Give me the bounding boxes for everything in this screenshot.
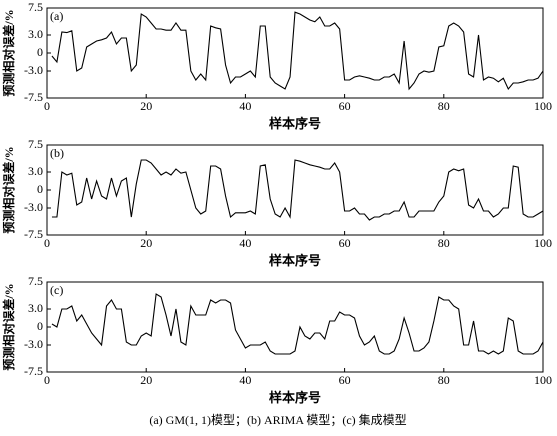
y-tick-label: -3.0 (24, 337, 43, 351)
y-tick-label: 0 (37, 45, 43, 59)
x-tick-label: 0 (44, 236, 50, 250)
x-axis-label: 样本序号 (269, 390, 321, 405)
x-axis-label: 样本序号 (269, 116, 321, 131)
x-tick-label: 60 (339, 373, 351, 387)
plot-frame (46, 281, 544, 373)
y-tick-label: 3.0 (28, 164, 43, 178)
x-tick-label: 60 (339, 99, 351, 113)
plot-frame (46, 144, 544, 236)
x-tick-label: 20 (140, 99, 152, 113)
panel-label: (b) (50, 146, 64, 160)
x-tick-label: 40 (239, 373, 251, 387)
y-tick-label: -7.5 (24, 227, 43, 241)
x-tick-label: 80 (438, 236, 450, 250)
x-tick-label: 40 (239, 99, 251, 113)
y-tick-label: -7.5 (24, 90, 43, 104)
plot-frame (46, 7, 544, 99)
y-tick-label: 7.5 (28, 274, 43, 288)
data-line (51, 11, 544, 91)
x-tick-label: 20 (140, 373, 152, 387)
x-axis-label: 样本序号 (269, 253, 321, 268)
x-tick-label: 100 (534, 236, 552, 250)
y-tick-label: 7.5 (28, 137, 43, 151)
x-tick-label: 80 (438, 373, 450, 387)
y-tick-label: 3.0 (28, 27, 43, 41)
data-line (51, 293, 544, 355)
y-tick-label: 0 (37, 182, 43, 196)
y-axis-label: 预测相对误差/% (1, 146, 16, 233)
caption: (a) GM(1, 1)模型；(b) ARIMA 模型；(c) 集成模型 (149, 412, 406, 427)
x-tick-label: 80 (438, 99, 450, 113)
panel-label: (a) (50, 9, 63, 23)
x-tick-label: 60 (339, 236, 351, 250)
data-line (51, 159, 544, 221)
panel-label: (c) (50, 283, 63, 297)
y-axis-label: 预测相对误差/% (1, 9, 16, 96)
y-axis-label: 预测相对误差/% (1, 283, 16, 370)
y-tick-label: -3.0 (24, 200, 43, 214)
y-tick-label: -7.5 (24, 364, 43, 378)
y-tick-label: 3.0 (28, 301, 43, 315)
x-tick-label: 40 (239, 236, 251, 250)
x-tick-label: 20 (140, 236, 152, 250)
y-tick-label: 0 (37, 319, 43, 333)
y-tick-label: -3.0 (24, 63, 43, 77)
x-tick-label: 0 (44, 99, 50, 113)
y-tick-label: 7.5 (28, 0, 43, 14)
x-tick-label: 0 (44, 373, 50, 387)
x-tick-label: 100 (534, 99, 552, 113)
x-tick-label: 100 (534, 373, 552, 387)
